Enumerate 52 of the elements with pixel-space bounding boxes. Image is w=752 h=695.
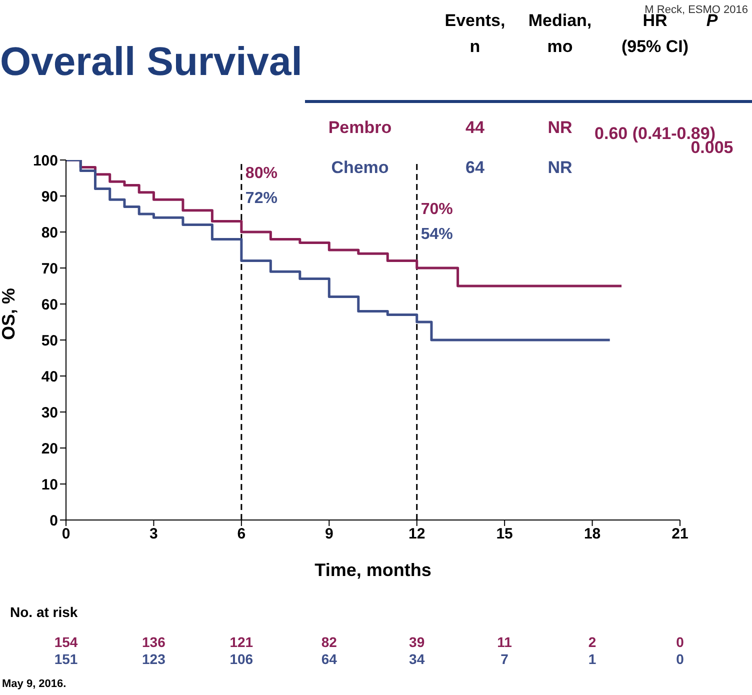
text: 11 [496, 634, 513, 650]
annotation: 54% [420, 226, 453, 243]
x-tick-label: 15 [496, 526, 513, 543]
text: 39 [408, 634, 426, 650]
y-tick-label: 90 [41, 188, 58, 206]
annotation: 70% [420, 201, 453, 218]
y-tick-label: 10 [41, 476, 58, 494]
y-tick-label: 60 [41, 296, 58, 314]
text: 0 [675, 651, 685, 667]
text: 1 [587, 651, 598, 667]
text: 82 [320, 634, 338, 650]
y-tick-label: 20 [41, 440, 58, 458]
y-axis-title: OS, % [0, 288, 18, 340]
y-tick-label: 30 [41, 404, 58, 422]
text: No. at risk [10, 604, 79, 620]
text: 123 [141, 651, 166, 667]
text: 106 [228, 651, 254, 667]
x-tick-label: 3 [150, 526, 158, 543]
x-tick-label: 21 [672, 526, 688, 543]
text: 151 [53, 651, 79, 667]
y-tick-label: 70 [41, 260, 58, 278]
y-tick-label: 80 [41, 224, 58, 242]
annotation: 64 [464, 158, 486, 178]
text: 44 [464, 118, 486, 138]
text: May 9, 2016. [2, 678, 66, 690]
text: 64 [320, 651, 338, 667]
text: 0 [675, 634, 685, 650]
annotation: 80% [245, 165, 278, 182]
text: Median, mo [527, 10, 593, 58]
text: 34 [408, 651, 426, 667]
chart-title: Overall Survival [0, 40, 302, 85]
text: 121 [228, 634, 254, 650]
x-tick-label: 12 [408, 526, 426, 543]
x-tick-label: 0 [62, 526, 70, 543]
text: Chemo [330, 158, 390, 178]
text: Events, n [444, 10, 506, 58]
text: 7 [500, 651, 510, 667]
text: NR [548, 118, 572, 137]
y-tick-label: 100 [32, 152, 58, 170]
y-tick-label: 40 [41, 368, 58, 386]
y-tick-label: 0 [50, 512, 58, 530]
x-tick-label: 6 [237, 526, 246, 543]
x-tick-label: 9 [324, 526, 334, 543]
y-tick-label: 50 [41, 332, 58, 350]
text: 2 [587, 634, 598, 650]
x-tick-label: 18 [584, 526, 601, 543]
annotation: NR [546, 158, 574, 178]
text: 154 [53, 634, 79, 650]
text: Pembro [327, 118, 393, 138]
annotation: 72% [245, 190, 278, 207]
x-axis-title: Time, months [314, 560, 432, 580]
text: 136 [141, 634, 166, 650]
